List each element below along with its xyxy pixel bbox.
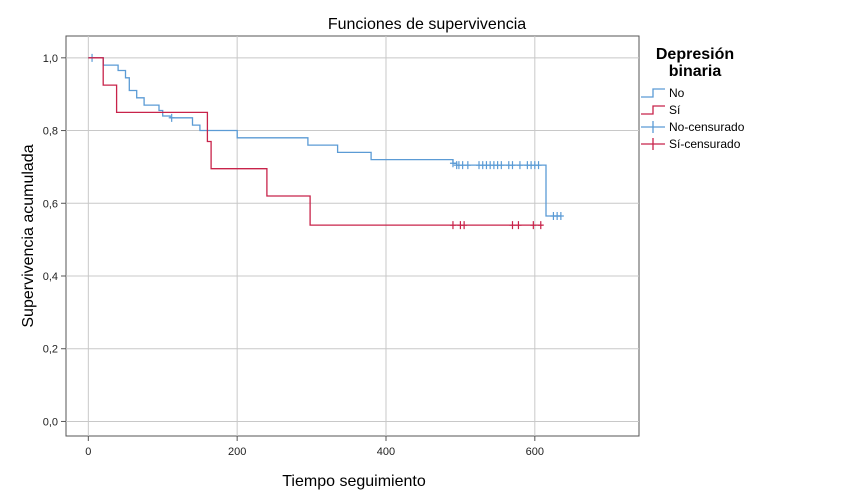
censor-mark-Sí xyxy=(537,221,544,230)
censor-mark-No xyxy=(498,161,505,170)
y-tick-label: 1,0 xyxy=(43,53,58,65)
y-tick-label: 0,6 xyxy=(43,198,58,210)
censor-mark-Sí xyxy=(530,221,537,230)
censor-mark-No xyxy=(464,161,471,170)
y-axis-ticks: 0,0 0,2 0,4 0,6 0,8 1,0 xyxy=(43,53,66,428)
censor-mark-Sí xyxy=(509,221,516,230)
grid-lines xyxy=(66,36,639,436)
x-tick-label: 0 xyxy=(85,446,91,458)
x-tick-label: 600 xyxy=(526,446,544,458)
legend-censor-icon xyxy=(641,138,665,150)
chart-title: Funciones de supervivencia xyxy=(328,16,526,33)
legend-label: Sí xyxy=(669,103,681,117)
censor-mark-No xyxy=(459,161,466,170)
legend-title-line1: Depresión xyxy=(656,46,734,63)
legend-label: No-censurado xyxy=(669,120,745,134)
censor-mark-Sí xyxy=(461,221,468,230)
series-layer xyxy=(88,53,564,230)
y-tick-label: 0,4 xyxy=(43,271,58,283)
legend-label: No xyxy=(669,86,685,100)
legend-censor-icon xyxy=(641,121,665,133)
censor-mark-No xyxy=(535,161,542,170)
censor-mark-No xyxy=(509,161,516,170)
censor-mark-Sí xyxy=(515,221,522,230)
censor-mark-No xyxy=(449,159,456,168)
censor-mark-No xyxy=(557,212,564,220)
plot-area xyxy=(65,35,640,437)
censor-mark-Sí xyxy=(449,221,456,230)
censor-mark-No xyxy=(168,113,175,122)
legend-title-line2: binaria xyxy=(669,63,722,80)
survival-line-No xyxy=(88,57,561,217)
y-axis-label: Supervivencia acumulada xyxy=(20,144,37,327)
legend-items: No Sí No-censurado Sí-censurado xyxy=(641,86,745,151)
censor-mark-No xyxy=(516,161,523,170)
survival-line-Sí xyxy=(88,57,543,226)
x-axis-label: Tiempo seguimiento xyxy=(282,473,426,490)
x-axis-ticks: 0 200 400 600 xyxy=(85,436,544,458)
x-tick-label: 400 xyxy=(377,446,395,458)
y-tick-label: 0,0 xyxy=(43,416,58,428)
legend-line-icon xyxy=(641,105,665,115)
x-tick-label: 200 xyxy=(228,446,246,458)
legend: Depresión binaria No Sí No-censurado Sí-cen… xyxy=(641,46,745,151)
y-tick-label: 0,2 xyxy=(43,344,58,356)
y-tick-label: 0,8 xyxy=(43,126,58,138)
legend-label: Sí-censurado xyxy=(669,137,741,151)
legend-line-icon xyxy=(641,88,665,98)
